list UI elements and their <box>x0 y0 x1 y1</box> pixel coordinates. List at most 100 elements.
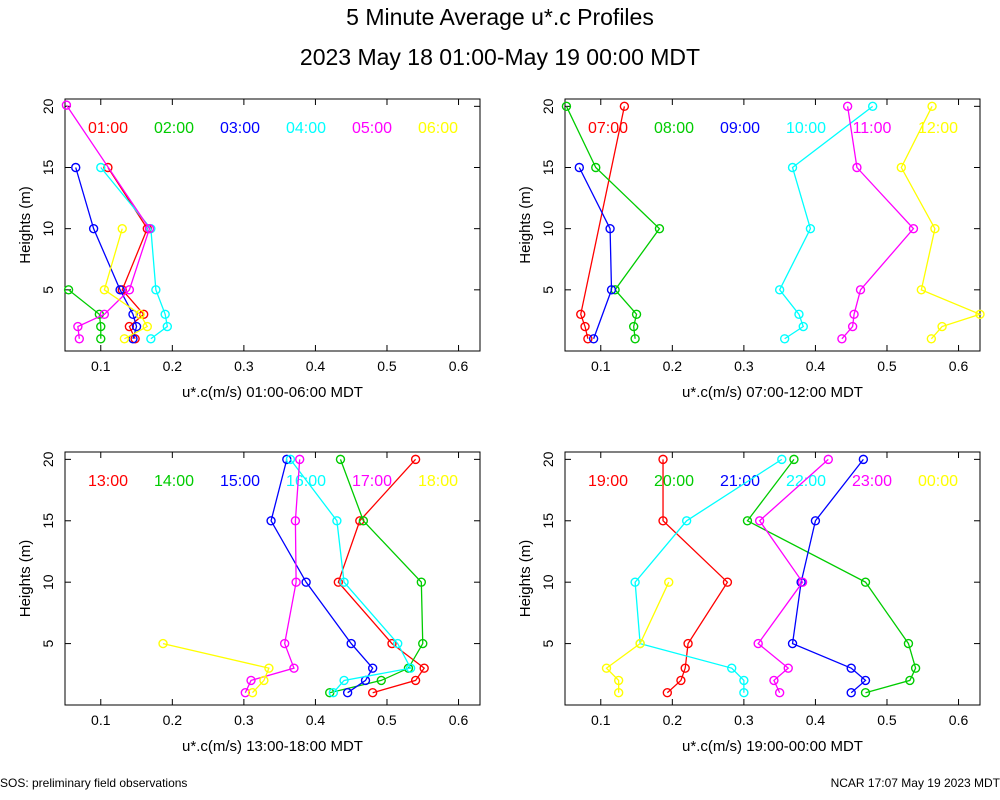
series-line-01:00 <box>107 167 149 340</box>
legend-entry: 23:00 <box>852 473 892 490</box>
legend-entry: 04:00 <box>286 120 326 137</box>
data-point <box>605 223 615 234</box>
x-tick-label: 0.5 <box>877 358 897 374</box>
data-point <box>777 454 787 465</box>
data-point <box>246 675 256 686</box>
data-point <box>916 285 927 295</box>
data-point <box>798 321 808 332</box>
series-line-21:00 <box>791 458 867 694</box>
data-point <box>619 101 630 112</box>
series-line-12:00 <box>900 106 982 340</box>
y-tick-label: 5 <box>540 639 556 647</box>
series-line-13:00 <box>337 458 426 694</box>
data-point <box>789 454 799 465</box>
data-point <box>727 663 737 673</box>
y-tick-label: 5 <box>40 639 56 647</box>
data-point <box>264 663 274 673</box>
data-point <box>630 334 640 344</box>
data-point <box>74 334 85 344</box>
y-tick-label: 10 <box>40 221 56 237</box>
data-point <box>418 638 428 649</box>
y-axis-label: Heights (m) <box>517 186 534 264</box>
x-tick-label: 0.1 <box>591 358 611 374</box>
y-tick-label: 5 <box>40 286 56 294</box>
plot-frame <box>564 451 981 706</box>
x-tick-label: 0.4 <box>806 712 826 728</box>
chart-panel-1: 0.1 0.2 0.3 0.4 0.5 0.6 5 10 15 20 u*.c(m/s) 01:00… <box>17 98 481 401</box>
x-tick-label: 0.2 <box>663 712 683 728</box>
x-tick-label: 0.3 <box>234 712 254 728</box>
legend-entry: 05:00 <box>352 120 392 137</box>
data-point <box>787 638 798 649</box>
legend-entry: 00:00 <box>918 473 958 490</box>
data-point <box>849 309 859 320</box>
data-point <box>654 223 665 234</box>
plot-frame <box>64 98 481 352</box>
data-point <box>823 454 834 465</box>
data-point <box>301 577 311 587</box>
data-point <box>151 285 161 295</box>
legend-entry: 18:00 <box>418 473 458 490</box>
x-tick-label: 0.1 <box>91 358 111 374</box>
x-tick-label: 0.1 <box>91 712 111 728</box>
series-line-10:00 <box>778 105 874 340</box>
legend-entry: 07:00 <box>588 120 628 137</box>
data-point <box>333 577 344 587</box>
x-tick-label: 0.5 <box>877 712 897 728</box>
data-point <box>601 663 612 673</box>
data-point <box>96 334 106 344</box>
footer-left: SOS: preliminary field observations <box>0 776 188 790</box>
data-point <box>367 688 378 698</box>
data-point <box>290 516 301 526</box>
data-point <box>135 309 145 320</box>
x-tick-label: 0.6 <box>449 358 469 374</box>
data-point <box>561 101 572 112</box>
data-point <box>96 162 106 173</box>
data-point <box>975 309 985 320</box>
chart-subtitle: 2023 May 18 01:00-May 19 00:00 MDT <box>299 44 701 70</box>
data-point <box>591 162 601 173</box>
series-line-15:00 <box>270 459 374 694</box>
data-point <box>289 663 299 673</box>
data-point <box>146 334 156 344</box>
data-point <box>855 285 866 295</box>
data-point <box>583 334 593 344</box>
data-point <box>119 334 130 344</box>
data-point <box>346 638 356 649</box>
data-point <box>103 162 113 173</box>
data-point <box>676 675 686 686</box>
series-line-17:00 <box>244 459 301 693</box>
chart-panel-4: 0.1 0.2 0.3 0.4 0.5 0.6 5 10 15 20 u*.c(m/s) 19:00… <box>517 451 981 755</box>
data-point <box>142 321 152 332</box>
y-tick-label: 10 <box>40 574 56 590</box>
data-point <box>99 285 110 295</box>
legend-entry: 08:00 <box>654 120 694 137</box>
x-tick-label: 0.6 <box>949 712 969 728</box>
data-point <box>405 663 416 673</box>
legend-entry: 12:00 <box>918 120 958 137</box>
data-point <box>754 516 765 526</box>
legend-entry: 03:00 <box>220 120 260 137</box>
data-point <box>144 223 155 234</box>
data-point <box>294 454 305 465</box>
data-point <box>852 162 862 173</box>
series-line-16:00 <box>289 458 412 694</box>
y-tick-label: 15 <box>40 160 56 176</box>
x-tick-label: 0.2 <box>163 358 183 374</box>
data-point <box>927 101 937 112</box>
chart-panel-3: 0.1 0.2 0.3 0.4 0.5 0.6 5 10 15 20 u*.c(m/s) 13:00… <box>17 451 481 755</box>
data-point <box>805 223 816 234</box>
data-point <box>124 285 135 295</box>
footer-right: NCAR 17:07 May 19 2023 MDT <box>830 776 1000 790</box>
x-tick-label: 0.1 <box>591 712 611 728</box>
data-point <box>753 638 763 649</box>
data-point <box>61 100 72 110</box>
x-tick-label: 0.2 <box>663 358 683 374</box>
data-point <box>63 285 74 295</box>
data-point <box>393 638 403 649</box>
legend-entry: 10:00 <box>786 120 826 137</box>
data-point <box>858 454 869 465</box>
series-line-11:00 <box>841 106 915 340</box>
data-point <box>908 223 919 234</box>
data-point <box>376 675 386 686</box>
